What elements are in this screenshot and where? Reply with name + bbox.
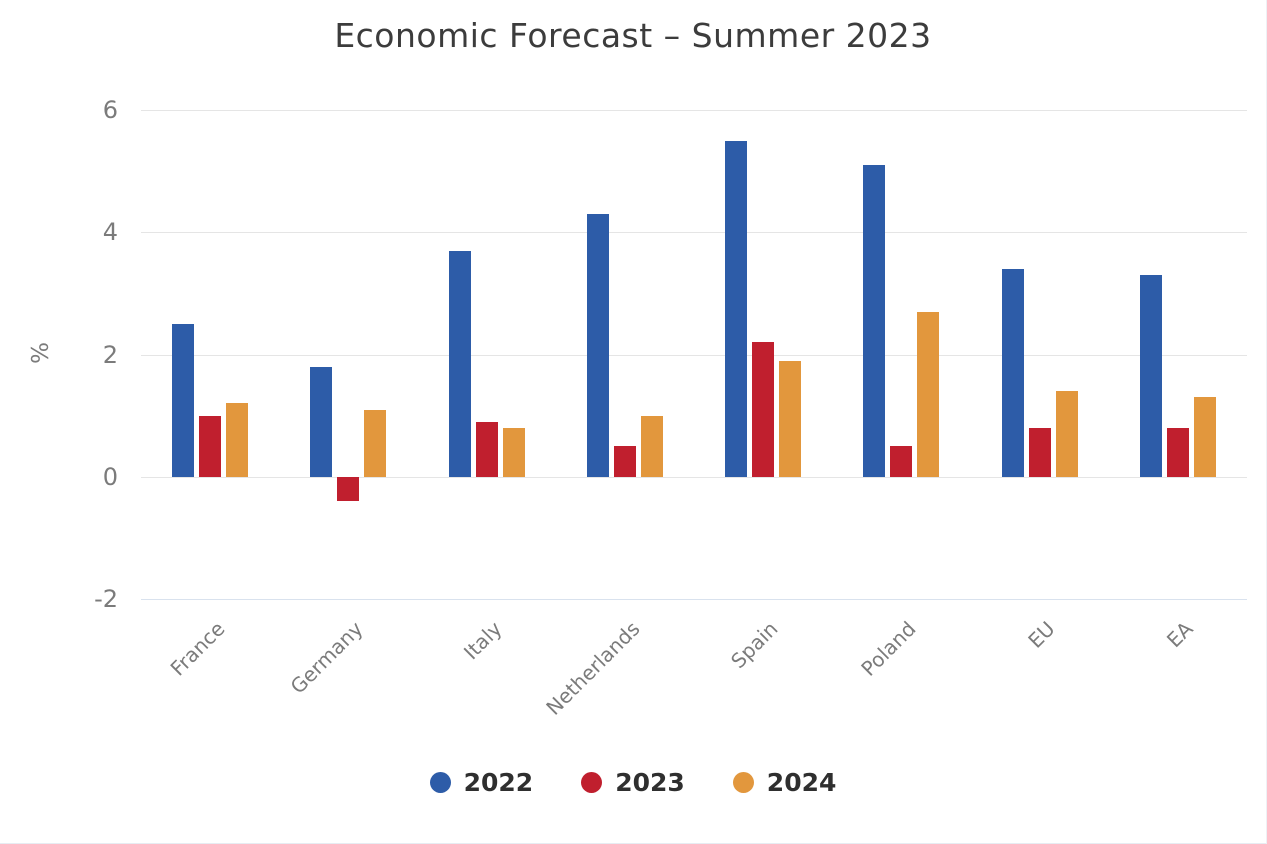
plot-area bbox=[141, 110, 1247, 600]
y-tick-label-6: 6 bbox=[102, 96, 118, 124]
legend-dot-2022 bbox=[429, 772, 451, 793]
bar-france-2022[interactable] bbox=[172, 323, 195, 477]
gridline-y-6 bbox=[141, 110, 1247, 111]
bar-spain-2023[interactable] bbox=[752, 342, 775, 477]
x-tick-label-italy: Italy bbox=[458, 616, 507, 665]
bar-ea-2023[interactable] bbox=[1166, 427, 1189, 477]
legend-dot-2023 bbox=[581, 772, 603, 793]
legend: 2022 2023 2024 bbox=[0, 768, 1266, 797]
legend-dot-2024 bbox=[732, 772, 754, 793]
bar-germany-2024[interactable] bbox=[364, 409, 387, 477]
y-tick-label--2: -2 bbox=[94, 585, 118, 613]
gridline-y-0 bbox=[141, 476, 1247, 478]
bar-ea-2022[interactable] bbox=[1139, 275, 1162, 477]
gridline-y-4 bbox=[141, 232, 1247, 234]
bar-poland-2023[interactable] bbox=[890, 446, 913, 477]
bar-netherlands-2022[interactable] bbox=[586, 213, 609, 477]
bar-netherlands-2023[interactable] bbox=[613, 446, 636, 477]
y-tick-label-4: 4 bbox=[102, 218, 118, 247]
bar-spain-2022[interactable] bbox=[725, 140, 748, 477]
legend-item-2022[interactable]: 2022 bbox=[429, 768, 534, 797]
bar-germany-2023[interactable] bbox=[337, 476, 360, 502]
bar-italy-2023[interactable] bbox=[475, 421, 498, 477]
x-tick-label-germany: Germany bbox=[285, 616, 368, 699]
bar-netherlands-2024[interactable] bbox=[640, 415, 663, 477]
legend-item-2024[interactable]: 2024 bbox=[732, 768, 837, 797]
x-tick-label-poland: Poland bbox=[856, 616, 921, 681]
bar-eu-2024[interactable] bbox=[1055, 391, 1078, 477]
legend-label-2023: 2023 bbox=[615, 768, 685, 797]
x-tick-label-ea: EA bbox=[1161, 616, 1198, 653]
x-tick-label-netherlands: Netherlands bbox=[541, 616, 645, 720]
x-tick-label-eu: EU bbox=[1022, 616, 1060, 653]
chart-title: Economic Forecast – Summer 2023 bbox=[334, 16, 932, 55]
x-tick-label-france: France bbox=[165, 616, 230, 681]
legend-item-2023[interactable]: 2023 bbox=[581, 768, 685, 797]
y-tick-label-0: 0 bbox=[102, 462, 118, 491]
bar-poland-2024[interactable] bbox=[917, 311, 940, 477]
bar-eu-2023[interactable] bbox=[1028, 427, 1051, 477]
gridline-y--2 bbox=[141, 599, 1247, 600]
bar-ea-2024[interactable] bbox=[1193, 397, 1216, 477]
bar-spain-2024[interactable] bbox=[779, 360, 802, 477]
bar-germany-2022[interactable] bbox=[310, 366, 333, 477]
x-tick-label-spain: Spain bbox=[726, 616, 783, 674]
legend-label-2024: 2024 bbox=[766, 768, 837, 797]
bar-eu-2022[interactable] bbox=[1001, 268, 1024, 477]
legend-label-2022: 2022 bbox=[463, 768, 534, 797]
bar-france-2023[interactable] bbox=[199, 415, 222, 477]
bar-italy-2024[interactable] bbox=[502, 427, 525, 477]
y-tick-label-2: 2 bbox=[102, 340, 118, 369]
bar-poland-2022[interactable] bbox=[863, 165, 886, 477]
bar-france-2024[interactable] bbox=[226, 403, 249, 477]
bar-italy-2022[interactable] bbox=[448, 250, 471, 477]
gridline-y-2 bbox=[141, 354, 1247, 356]
